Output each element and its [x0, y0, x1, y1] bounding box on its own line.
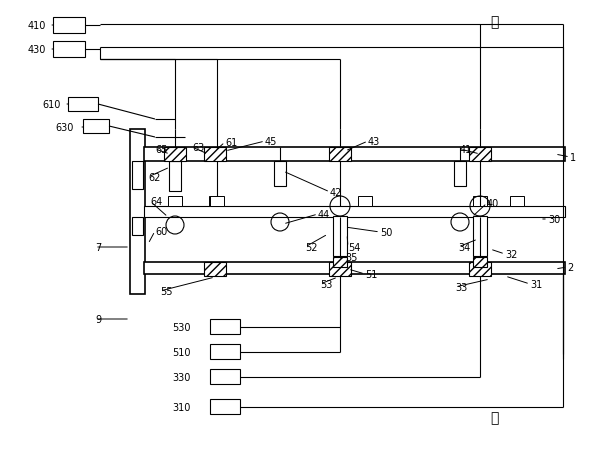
Text: 32: 32	[505, 249, 517, 259]
Text: 31: 31	[530, 279, 542, 289]
Text: 50: 50	[380, 228, 392, 238]
Bar	[210, 319, 240, 334]
Text: 64: 64	[150, 197, 162, 207]
Bar	[469, 263, 491, 276]
Text: 42: 42	[330, 187, 342, 197]
Bar	[210, 344, 240, 359]
Text: 后: 后	[490, 15, 498, 29]
Bar	[164, 148, 186, 162]
Bar	[53, 42, 85, 58]
Bar	[210, 369, 240, 384]
Bar	[333, 217, 347, 257]
Bar	[473, 217, 487, 257]
Text: 630: 630	[55, 123, 73, 133]
Text: 45: 45	[265, 136, 278, 147]
Bar	[274, 162, 286, 187]
Bar	[132, 217, 143, 236]
Bar	[130, 130, 145, 294]
Bar	[473, 258, 487, 268]
Bar	[53, 18, 85, 34]
Bar	[132, 162, 143, 190]
Text: 330: 330	[172, 372, 191, 382]
Text: 65: 65	[155, 145, 168, 155]
Text: 35: 35	[345, 253, 358, 263]
Text: 53: 53	[320, 279, 332, 289]
Text: 40: 40	[487, 198, 499, 208]
Text: 60: 60	[155, 227, 168, 237]
Bar	[329, 148, 351, 162]
Text: 34: 34	[458, 243, 470, 253]
Bar	[333, 258, 347, 268]
Bar	[144, 263, 565, 274]
Bar	[83, 120, 109, 134]
Bar	[209, 197, 223, 207]
Text: 62: 62	[148, 172, 160, 182]
Text: 43: 43	[368, 136, 380, 147]
Bar	[204, 148, 226, 162]
Bar	[168, 197, 182, 207]
Text: 9: 9	[95, 314, 101, 324]
Bar	[510, 197, 524, 207]
Text: 310: 310	[172, 402, 191, 412]
Bar	[169, 162, 181, 192]
Text: 510: 510	[172, 347, 191, 357]
Text: 430: 430	[28, 45, 46, 55]
Bar	[68, 98, 98, 112]
Text: 51: 51	[365, 269, 377, 279]
Bar	[144, 148, 565, 162]
Text: 7: 7	[95, 243, 101, 253]
Text: 610: 610	[42, 100, 60, 110]
Text: 41: 41	[460, 145, 472, 155]
Text: 33: 33	[455, 283, 467, 293]
Text: 410: 410	[28, 21, 46, 31]
Bar	[210, 197, 224, 207]
Text: 55: 55	[160, 286, 172, 296]
Bar	[473, 197, 487, 207]
Text: 30: 30	[548, 214, 560, 224]
Text: 61: 61	[225, 138, 237, 148]
Text: 1: 1	[570, 153, 576, 162]
Bar	[329, 263, 351, 276]
Text: 2: 2	[567, 263, 573, 273]
Bar	[358, 197, 372, 207]
Text: 44: 44	[318, 210, 330, 219]
Text: 530: 530	[172, 322, 191, 332]
Text: 63: 63	[192, 143, 204, 153]
Text: 前: 前	[490, 410, 498, 424]
Text: 52: 52	[305, 243, 317, 253]
Bar	[144, 207, 565, 217]
Bar	[469, 148, 491, 162]
Bar	[454, 162, 466, 187]
Bar	[204, 263, 226, 276]
Bar	[210, 399, 240, 414]
Text: 54: 54	[348, 243, 361, 253]
